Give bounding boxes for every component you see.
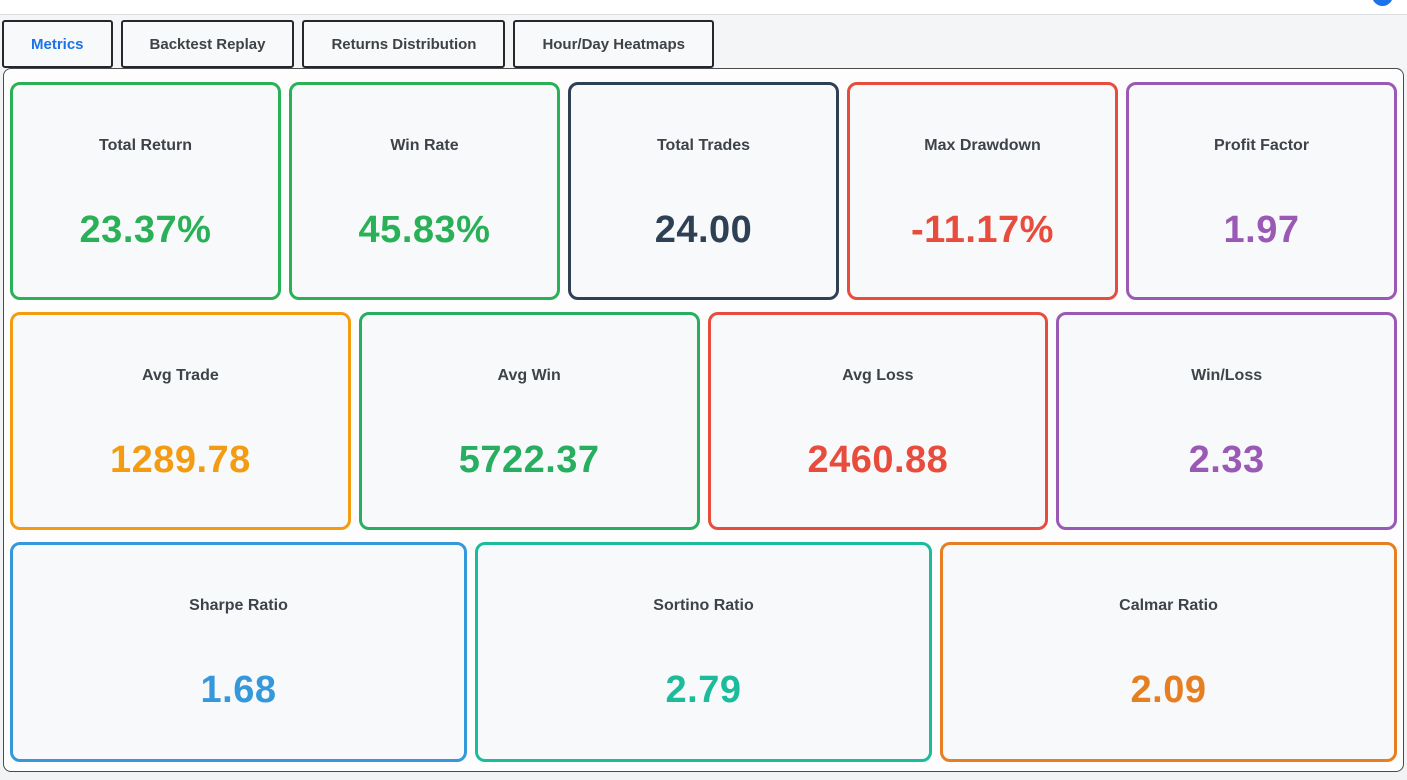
metric-card-win-rate: Win Rate 45.83% <box>289 82 560 300</box>
metrics-panel: Total Return 23.37% Win Rate 45.83% Tota… <box>3 68 1404 772</box>
metric-card-sharpe-ratio: Sharpe Ratio 1.68 <box>10 542 467 762</box>
metric-label: Sharpe Ratio <box>189 597 288 614</box>
metric-value: 2.09 <box>1130 669 1207 711</box>
metric-card-avg-trade: Avg Trade 1289.78 <box>10 312 351 530</box>
metric-card-sortino-ratio: Sortino Ratio 2.79 <box>475 542 932 762</box>
metric-label: Total Return <box>98 137 193 154</box>
top-bar <box>0 0 1407 15</box>
metric-label: Sortino Ratio <box>653 597 754 614</box>
metric-card-calmar-ratio: Calmar Ratio 2.09 <box>940 542 1397 762</box>
metric-value: -11.17% <box>911 209 1054 251</box>
metric-value: 1.68 <box>200 669 277 711</box>
metrics-row-2: Avg Trade 1289.78 Avg Win 5722.37 Avg Lo… <box>10 312 1397 530</box>
metric-label: Profit Factor <box>1213 137 1310 154</box>
status-dot-icon[interactable] <box>1372 0 1393 6</box>
metric-value: 5722.37 <box>458 439 600 481</box>
tab-bar: Metrics Backtest Replay Returns Distribu… <box>0 15 1407 68</box>
metric-value: 45.83% <box>358 209 491 251</box>
tab-metrics[interactable]: Metrics <box>2 20 113 68</box>
metric-card-max-drawdown: Max Drawdown -11.17% <box>847 82 1118 300</box>
metric-value: 1.97 <box>1223 209 1300 251</box>
metric-label: Win/Loss <box>1191 367 1263 384</box>
metric-label: Avg Win <box>497 367 561 384</box>
tab-backtest-replay[interactable]: Backtest Replay <box>120 20 295 68</box>
metric-card-avg-loss: Avg Loss 2460.88 <box>707 312 1049 530</box>
metric-label: Total Trades <box>656 137 751 154</box>
tab-hour-day-heatmaps[interactable]: Hour/Day Heatmaps <box>513 20 714 68</box>
metric-value: 23.37% <box>79 209 212 251</box>
metric-card-win-loss: Win/Loss 2.33 <box>1056 312 1397 530</box>
metric-label: Calmar Ratio <box>1119 597 1218 614</box>
metric-label: Avg Loss <box>842 367 914 384</box>
metrics-row-1: Total Return 23.37% Win Rate 45.83% Tota… <box>10 82 1397 300</box>
metric-value: 2.79 <box>665 669 742 711</box>
metric-label: Win Rate <box>390 137 459 154</box>
metric-value: 24.00 <box>654 209 753 251</box>
tab-returns-distribution[interactable]: Returns Distribution <box>302 20 506 68</box>
metric-label: Avg Trade <box>141 367 219 384</box>
metric-value: 2.33 <box>1188 439 1265 481</box>
metric-card-total-trades: Total Trades 24.00 <box>568 82 839 300</box>
metric-label: Max Drawdown <box>924 137 1041 154</box>
metric-card-avg-win: Avg Win 5722.37 <box>358 312 700 530</box>
metric-value: 2460.88 <box>807 439 949 481</box>
metric-card-profit-factor: Profit Factor 1.97 <box>1126 82 1397 300</box>
metrics-row-3: Sharpe Ratio 1.68 Sortino Ratio 2.79 Cal… <box>10 542 1397 762</box>
metric-value: 1289.78 <box>109 439 251 481</box>
metric-card-total-return: Total Return 23.37% <box>10 82 281 300</box>
